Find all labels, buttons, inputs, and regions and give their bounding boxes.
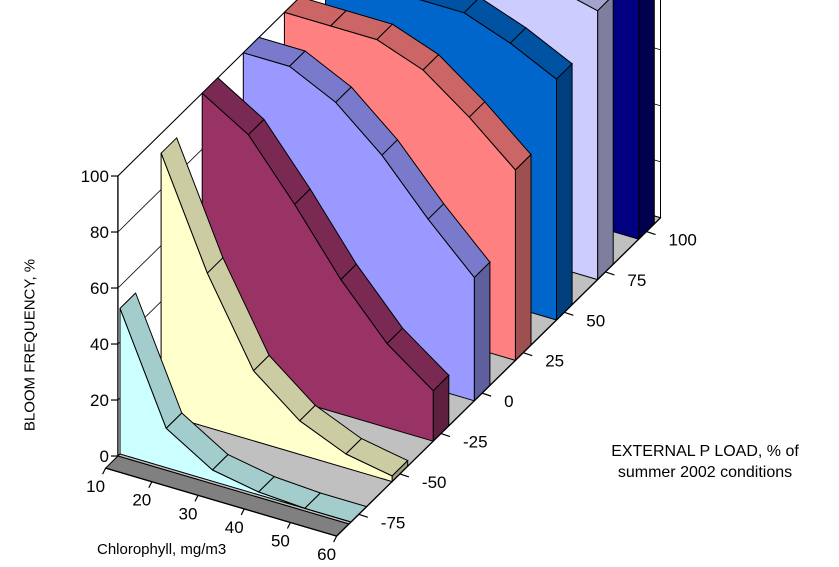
z-axis-line <box>336 217 661 537</box>
x-tick <box>286 522 291 529</box>
x-tick-label: 50 <box>271 532 290 551</box>
y-tick-label: 40 <box>90 335 109 354</box>
ribbon-front--75 <box>119 307 352 523</box>
y-axis-label: BLOOM FREQUENCY, % <box>21 258 39 432</box>
ribbon-end-25 <box>514 153 532 362</box>
ribbon-front--50 <box>160 152 393 483</box>
ribbon-end-0 <box>473 261 491 402</box>
z-tick-label: -50 <box>422 473 447 492</box>
y-tick-label: 20 <box>90 391 109 410</box>
x-tick-label: 30 <box>179 504 198 523</box>
x-tick-label: 60 <box>317 545 336 564</box>
x-axis-label: Chlorophyll, mg/m3 <box>97 541 227 558</box>
z-tick-label: -25 <box>463 433 488 452</box>
x-axis-line <box>105 467 337 537</box>
y-tick-label: 100 <box>81 167 109 186</box>
ribbon-end-50 <box>556 62 573 322</box>
z-tick <box>523 352 533 357</box>
x-tick <box>240 508 245 516</box>
z-tick <box>399 473 410 478</box>
x-tick <box>333 535 338 543</box>
z-tick <box>646 230 656 236</box>
z-tick-label: 25 <box>545 352 564 371</box>
series-ribbon--50 <box>160 137 409 483</box>
z-tick-label: -75 <box>381 513 406 532</box>
z-tick <box>358 513 368 518</box>
chart-axes: 0 20 40 60 80 100 10 20 30 40 50 60 -75 -50 -25 0 25 50 75… <box>81 167 697 564</box>
x-tick-label: 10 <box>86 477 105 496</box>
z-tick-label: 75 <box>627 271 646 290</box>
z-axis-label-line1: EXTERNAL P LOAD, % of <box>611 443 799 460</box>
x-tick <box>102 467 107 475</box>
z-tick <box>440 432 451 438</box>
y-tick-label: 80 <box>90 223 109 242</box>
x-tick <box>148 481 153 489</box>
ribbon-end-100 <box>638 0 655 241</box>
z-axis-label: EXTERNAL P LOAD, % of summer 2002 condit… <box>580 442 830 484</box>
z-tick <box>605 271 615 276</box>
chart-ribbons <box>119 0 655 523</box>
x-tick-label: 20 <box>132 491 151 510</box>
z-tick-label: 0 <box>504 392 513 411</box>
z-tick-label: 50 <box>586 311 605 330</box>
z-axis-label-line2: summer 2002 conditions <box>617 463 793 481</box>
z-tick <box>481 392 492 397</box>
series-ribbon--75 <box>119 292 368 523</box>
z-tick-label: 100 <box>669 231 697 250</box>
ribbon-end-75 <box>597 0 614 281</box>
x-tick <box>194 495 199 502</box>
y-tick-label: 0 <box>99 447 108 466</box>
y-tick-label: 60 <box>90 279 109 298</box>
x-tick-label: 40 <box>225 518 244 537</box>
z-tick <box>564 311 574 316</box>
side-wall-gridline <box>117 0 298 177</box>
